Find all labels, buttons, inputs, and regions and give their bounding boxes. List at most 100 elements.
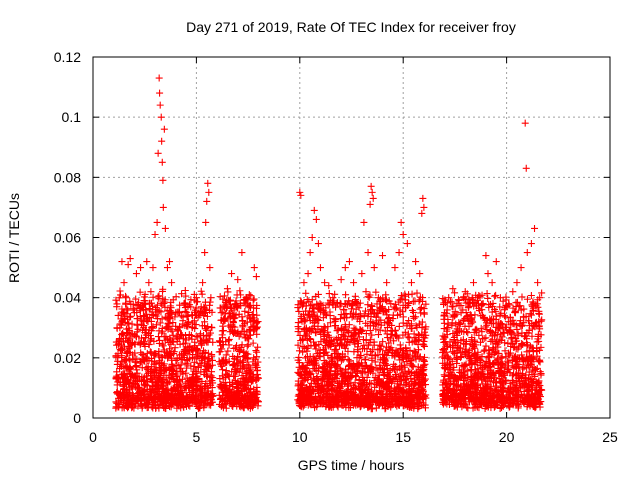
data-point [366,200,374,208]
data-point [147,317,155,325]
data-point [187,362,195,370]
data-point [151,351,159,359]
data-point [113,389,121,397]
chart-title: Day 271 of 2019, Rate Of TEC Index for r… [186,19,516,35]
data-point [395,322,403,330]
data-point [418,209,426,217]
data-point [220,302,228,310]
data-point [336,364,344,372]
data-point [250,327,258,335]
data-point [115,337,123,345]
data-point [304,270,312,278]
data-point [231,399,239,407]
data-point [364,249,372,257]
data-point [386,367,394,375]
data-point [316,264,324,272]
data-point [138,364,146,372]
data-point [171,378,179,386]
data-point [167,308,175,316]
data-point [252,387,260,395]
data-point [372,404,380,412]
data-point [158,137,166,145]
data-point [225,337,233,345]
data-point [192,311,200,319]
data-point [254,318,262,326]
data-point [185,318,193,326]
data-point [416,270,424,278]
data-point [239,361,247,369]
data-point [126,297,134,305]
data-point [179,367,187,375]
data-point [312,292,320,300]
data-point [390,362,398,370]
data-point [188,354,196,362]
data-point [123,391,131,399]
data-point [395,249,403,257]
data-point [163,264,171,272]
data-point [222,370,230,378]
data-point [208,356,216,364]
data-point [199,401,207,409]
data-point [188,382,196,390]
data-point [160,300,168,308]
data-point [207,372,215,380]
data-point [509,288,517,296]
data-point [321,279,329,287]
data-point [119,318,127,326]
data-point [527,240,535,248]
data-point [164,319,172,327]
data-point [232,297,240,305]
data-point [240,363,248,371]
data-point [204,323,212,331]
data-point [203,197,211,205]
data-point [250,399,258,407]
data-point [154,402,162,410]
data-point [372,288,380,296]
data-point [155,307,163,315]
data-point [133,315,141,323]
data-points [112,74,546,413]
data-point [206,362,214,370]
data-point [247,393,255,401]
data-point [246,365,254,373]
data-point [247,323,255,331]
data-point [231,300,239,308]
x-tick-label: 25 [602,429,618,445]
data-point [169,363,177,371]
data-point [221,379,229,387]
data-point [128,371,136,379]
data-point [229,362,237,370]
x-tick-label: 20 [499,429,515,445]
data-point [531,224,539,232]
data-point [157,368,165,376]
y-tick-label: 0.08 [54,169,81,185]
data-point [197,389,205,397]
data-point [140,299,148,307]
data-point [372,364,380,372]
data-point [232,380,240,388]
data-point [496,294,504,302]
data-point [407,374,415,382]
data-point [202,306,210,314]
data-point [116,346,124,354]
data-point [129,351,137,359]
data-point [205,355,213,363]
data-point [137,401,145,409]
x-tick-label: 15 [395,429,411,445]
data-point [120,404,128,412]
data-point [252,361,260,369]
data-point [150,389,158,397]
data-point [191,296,199,304]
data-point [122,349,130,357]
data-point [225,335,233,343]
data-point [165,395,173,403]
data-point [253,366,261,374]
data-point [207,392,215,400]
data-point [203,363,211,371]
data-point [177,401,185,409]
data-point [124,329,132,337]
data-point [250,314,258,322]
data-point [140,386,148,394]
data-point [137,349,145,357]
data-point [133,321,141,329]
